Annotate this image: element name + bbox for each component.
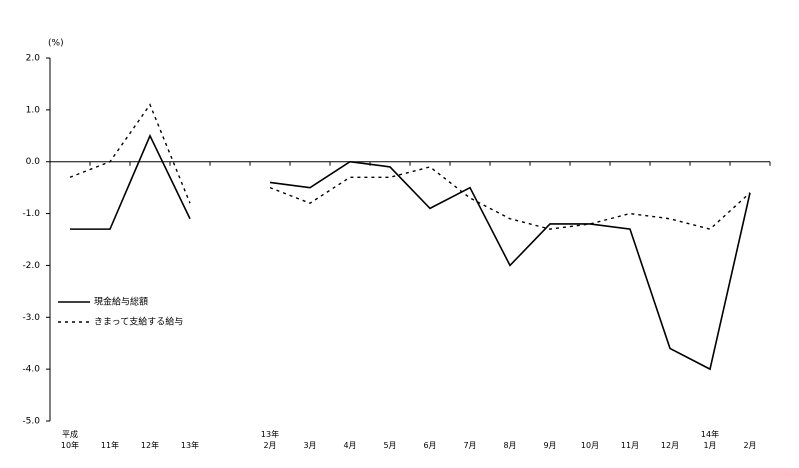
y-tick-label: 2.0 [26, 54, 41, 64]
x-tick-label: 11月 [620, 441, 640, 450]
y-tick-label: -3.0 [22, 313, 40, 323]
x-tick-label: 6月 [423, 441, 437, 450]
legend-label: きまって支給する給与 [94, 316, 183, 328]
y-tick-label: -4.0 [22, 365, 40, 375]
x-tick-label: 8月 [503, 441, 517, 450]
x-tick-label: 9月 [543, 441, 557, 450]
x-tick-label: 13年 2月 [260, 430, 280, 450]
x-tick-label: 4月 [343, 441, 357, 450]
y-unit: (%) [48, 39, 64, 49]
y-tick-label: -1.0 [22, 209, 40, 219]
y-tick-label: 0.0 [26, 157, 41, 167]
x-tick-label: 11年 [100, 441, 120, 450]
x-tick-label: 14年 1月 [700, 430, 720, 450]
series-line [70, 133, 751, 371]
y-tick-label: -5.0 [22, 417, 40, 427]
x-tick-label: 13年 [180, 441, 200, 450]
x-tick-label: 12年 [140, 441, 160, 450]
x-tick-label: 10月 [580, 441, 600, 450]
y-tick-label: -2.0 [22, 261, 40, 271]
x-tick-label: 12月 [660, 441, 680, 450]
x-tick-label: 3月 [303, 441, 317, 450]
series-line [69, 103, 751, 230]
x-tick-label: 7月 [463, 441, 477, 450]
x-tick-label: 5月 [383, 441, 397, 450]
legend-label: 現金給与総額 [94, 296, 148, 308]
y-tick-label: 1.0 [26, 105, 41, 115]
x-tick-label: 平成 10年 [60, 430, 80, 450]
x-tick-label: 2月 [743, 441, 757, 450]
